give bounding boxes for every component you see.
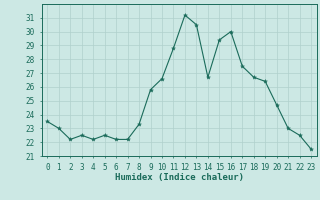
X-axis label: Humidex (Indice chaleur): Humidex (Indice chaleur)	[115, 173, 244, 182]
